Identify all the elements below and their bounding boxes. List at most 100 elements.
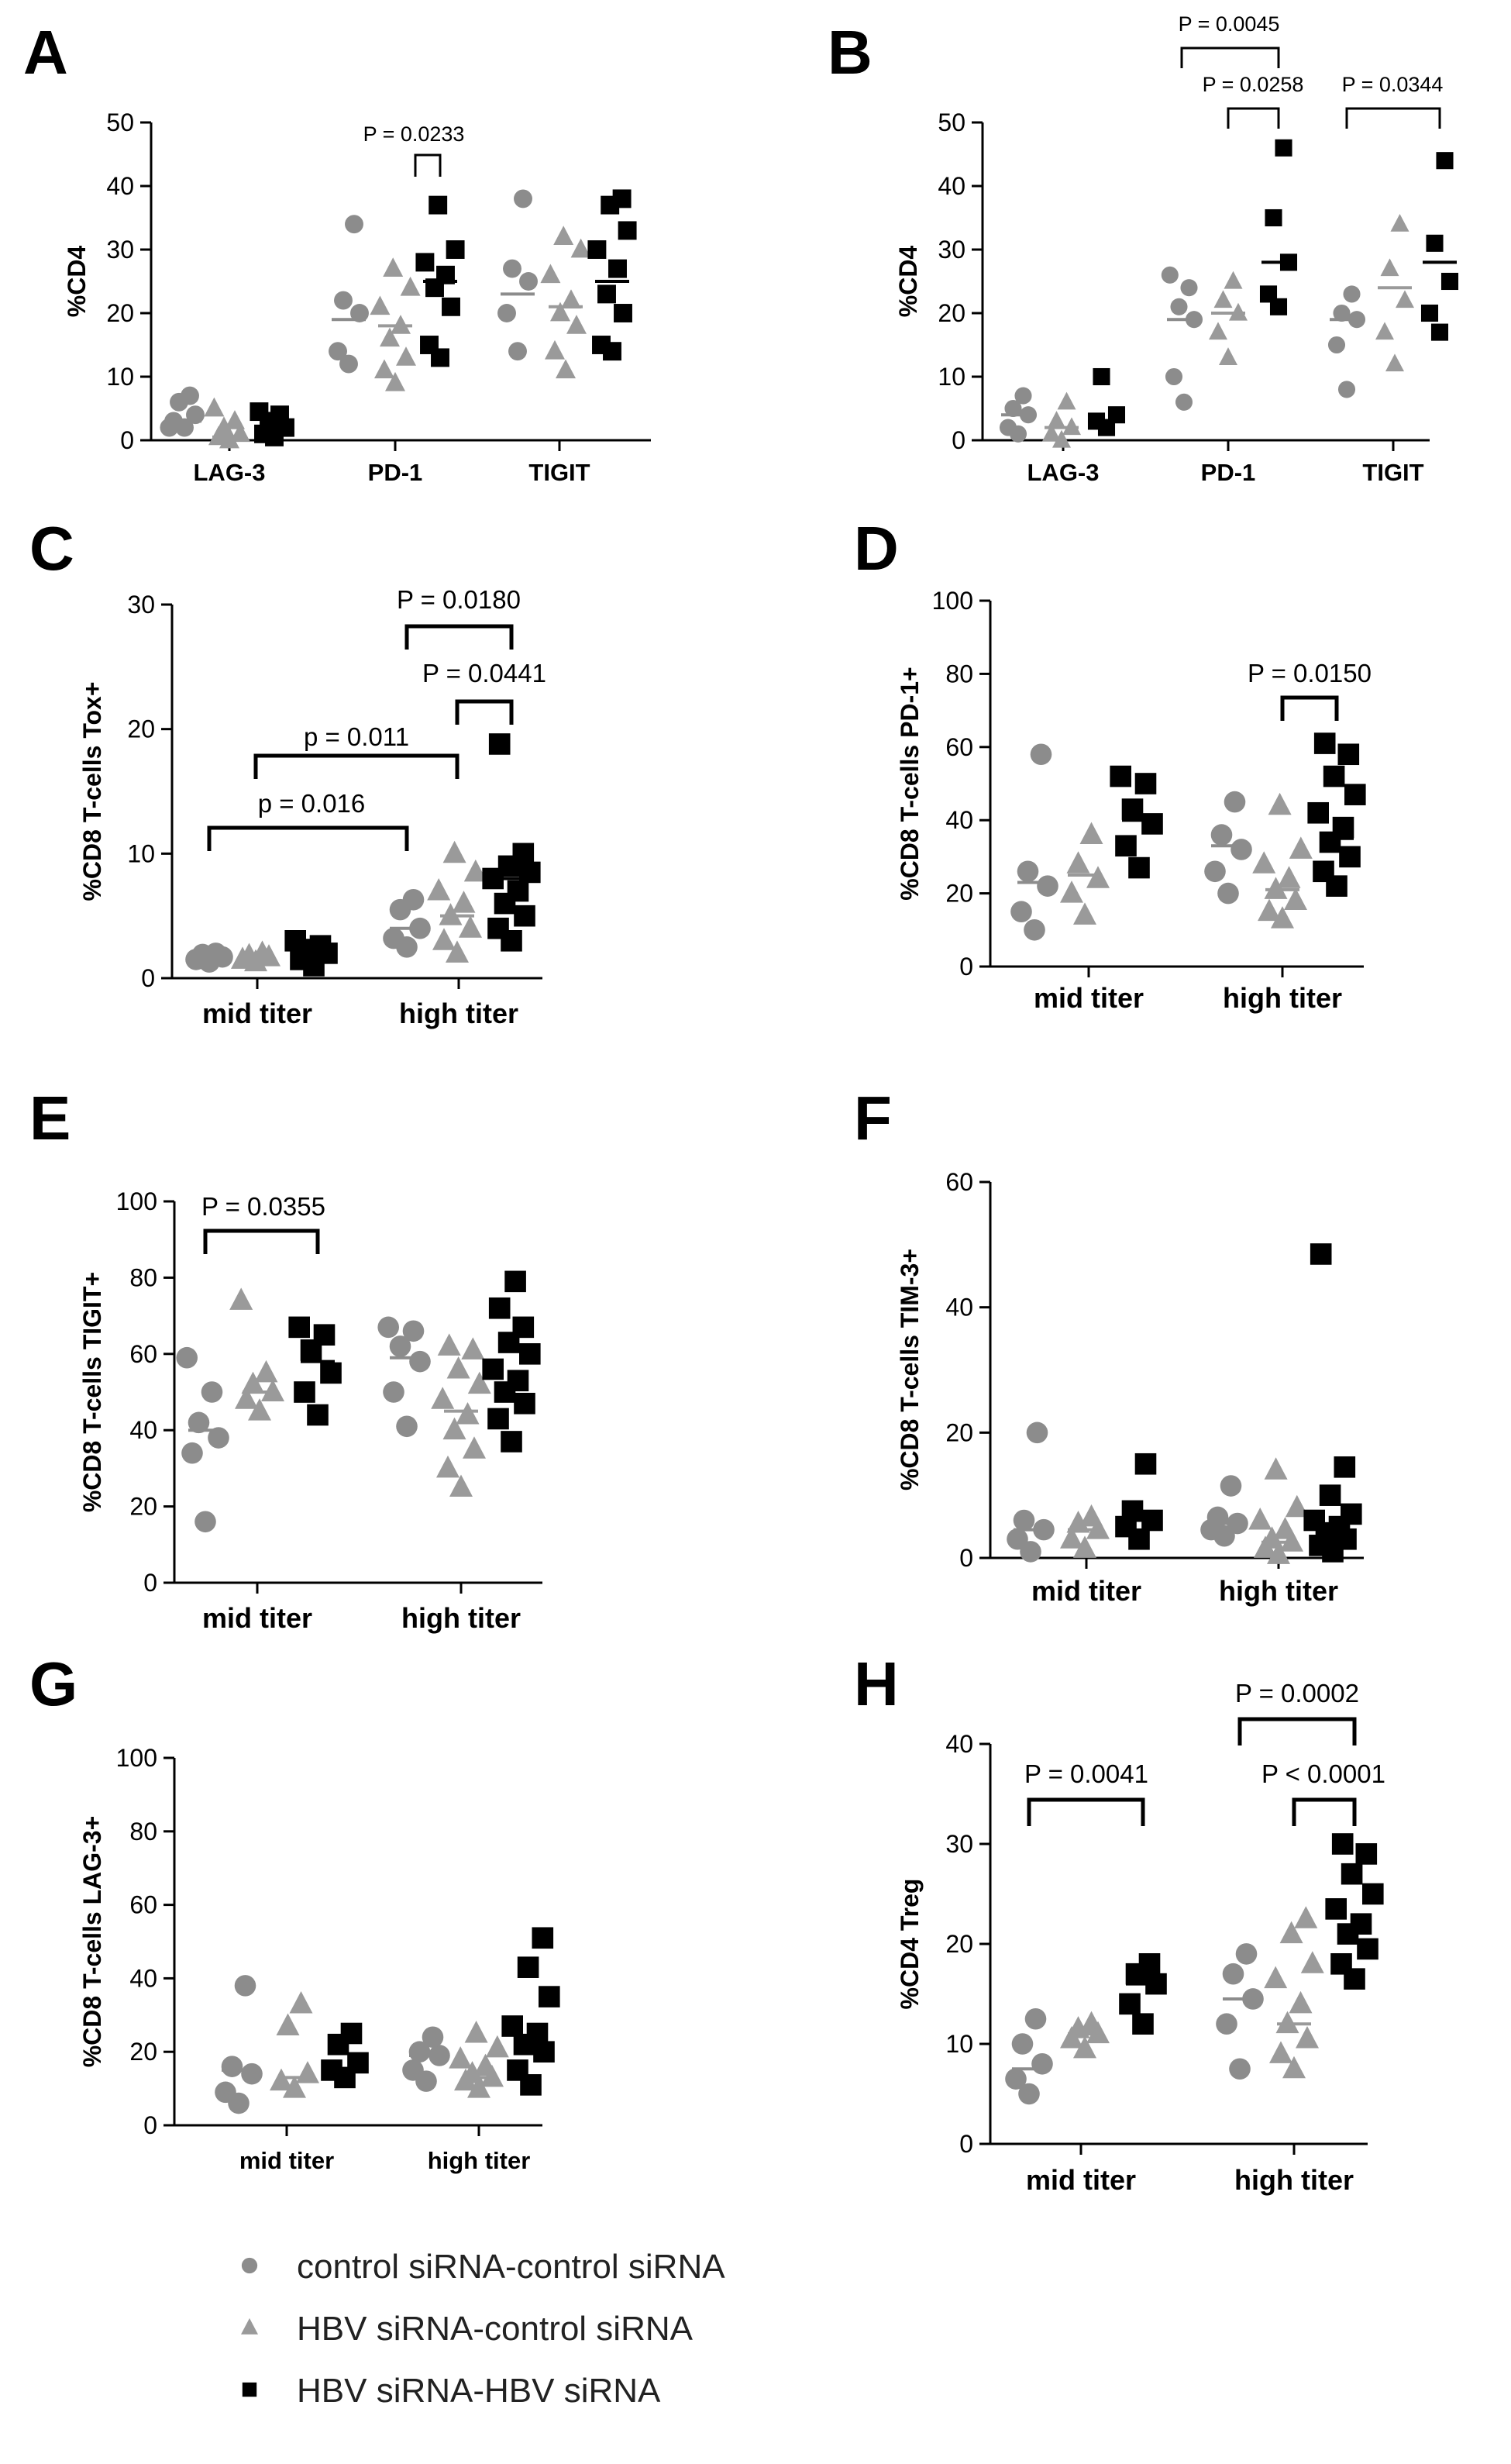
significance-bracket	[1027, 1797, 1145, 1826]
data-point	[1121, 798, 1144, 820]
data-point	[507, 2059, 528, 2081]
data-point	[160, 418, 179, 437]
data-point	[340, 2022, 363, 2045]
data-point	[1390, 213, 1409, 232]
panel-letter: C	[29, 514, 74, 583]
data-point	[1018, 2083, 1040, 2105]
y-axis-label: %CD8 T-cells TIM-3+	[896, 1249, 924, 1490]
data-point	[205, 943, 227, 964]
data-point	[248, 1398, 271, 1421]
data-point	[1420, 304, 1439, 322]
data-point	[1079, 1504, 1103, 1527]
series-triangle	[229, 1287, 491, 1497]
y-tick-label: 10	[945, 2030, 973, 2058]
data-point	[204, 397, 225, 417]
x-tick-label: mid titer	[1026, 2164, 1136, 2196]
y-axis-label: %CD8 T-cells Tox+	[78, 681, 106, 901]
data-point	[1334, 1456, 1356, 1478]
data-point	[1093, 367, 1110, 386]
data-point	[1073, 1535, 1096, 1558]
y-tick-label: 20	[945, 1930, 973, 1958]
series-circle	[1007, 1422, 1248, 1563]
data-point	[497, 304, 516, 322]
data-point	[339, 354, 358, 374]
panel-d: D 0 20 40 60 80 100 %CD8 T-cells PD-1+ mid titer…	[854, 514, 1372, 1014]
p-value-label: P = 0.0045	[1179, 12, 1280, 36]
data-point	[215, 2081, 236, 2104]
y-tick-label: 40	[129, 1416, 157, 1444]
legend-label: HBV siRNA-control siRNA	[297, 2310, 694, 2348]
data-point	[1275, 139, 1292, 157]
legend-marker-square	[242, 2382, 257, 2397]
panel-h: H 0 10 20 30 40 %CD4 Treg mid titer high titer P …	[854, 1649, 1385, 2196]
data-point	[429, 195, 448, 215]
data-point	[1216, 2013, 1237, 2035]
x-tick-label: TIGIT	[1362, 459, 1423, 486]
data-point	[432, 928, 456, 950]
y-tick-label: 20	[945, 1418, 973, 1446]
x-tick-label: LAG-3	[194, 459, 266, 486]
series-circle	[999, 266, 1366, 443]
data-point	[186, 405, 205, 425]
data-point	[320, 1362, 342, 1384]
p-value-label: P = 0.0002	[1235, 1679, 1359, 1708]
data-point	[1341, 1503, 1362, 1525]
data-point	[532, 1927, 554, 1949]
data-point	[519, 1343, 541, 1365]
p-value-label: P < 0.0001	[1261, 1759, 1385, 1788]
data-point	[463, 859, 487, 882]
data-point	[1086, 866, 1110, 888]
data-point	[1264, 1966, 1288, 1989]
data-point	[1277, 866, 1301, 888]
series-circle	[176, 1316, 431, 1533]
data-point	[1014, 387, 1032, 405]
data-point	[422, 2026, 444, 2049]
data-point	[1224, 271, 1243, 289]
data-point	[1323, 765, 1345, 787]
y-tick-label: 0	[959, 1544, 973, 1572]
y-tick-label: 20	[938, 299, 965, 327]
x-tick-label: PD-1	[368, 459, 423, 486]
data-point	[1355, 1843, 1378, 1865]
data-point	[1267, 1542, 1290, 1564]
data-point	[289, 1991, 313, 2014]
data-point	[241, 2063, 263, 2085]
data-point	[1436, 152, 1454, 170]
x-tick-label: high titer	[401, 1602, 521, 1634]
panel-b: B 0 10 20 30 40 50 %CD4 LAG-3 PD-1 TIGIT P = 0.0045…	[828, 12, 1459, 486]
data-point	[436, 1455, 459, 1478]
data-point	[396, 1415, 418, 1438]
data-point	[1325, 1898, 1347, 1920]
x-tick-label: high titer	[1223, 982, 1342, 1014]
y-tick-label: 0	[143, 2111, 157, 2139]
y-tick-label: 60	[129, 1340, 157, 1368]
data-point	[329, 342, 347, 361]
y-tick-label: 100	[932, 587, 973, 615]
data-point	[1285, 1494, 1309, 1518]
data-point	[181, 386, 199, 405]
x-tick-label: high titer	[428, 2147, 531, 2174]
data-point	[374, 359, 394, 379]
data-point	[1294, 1906, 1318, 1928]
data-point	[1339, 846, 1361, 868]
y-tick-label: 0	[952, 426, 965, 454]
data-point	[501, 1431, 522, 1453]
data-point	[389, 1335, 411, 1357]
panel-letter: D	[854, 514, 899, 583]
data-point	[402, 1320, 425, 1342]
data-point	[514, 905, 535, 927]
data-point	[225, 410, 245, 429]
p-value-label: p = 0.016	[258, 789, 366, 818]
data-point	[235, 1387, 258, 1409]
y-tick-label: 80	[129, 1263, 157, 1291]
y-tick-label: 20	[129, 1493, 157, 1521]
data-point	[540, 264, 561, 284]
x-tick-label: mid titer	[239, 2147, 334, 2174]
data-point	[288, 1316, 310, 1339]
data-point	[1121, 1500, 1144, 1522]
data-point	[1066, 851, 1090, 874]
series-triangle	[1042, 213, 1414, 448]
data-point	[250, 402, 269, 422]
y-tick-label: 30	[127, 591, 155, 619]
